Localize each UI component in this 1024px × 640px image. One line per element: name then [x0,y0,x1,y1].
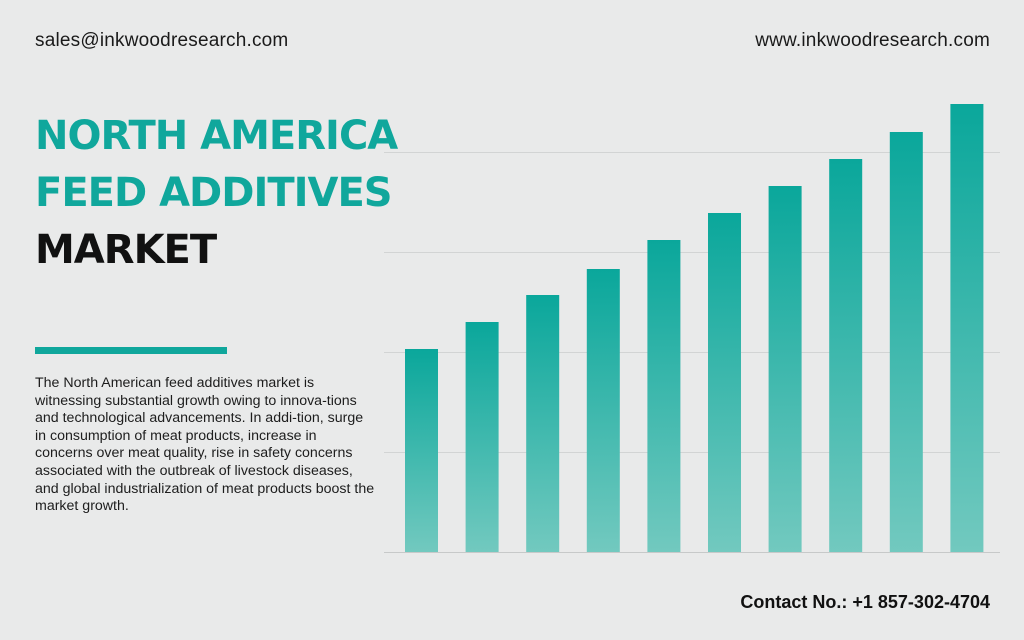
website-url[interactable]: www.inkwoodresearch.com [755,30,990,51]
title-line-2: FEED ADDITIVES [35,170,393,216]
market-description: The North American feed additives market… [35,375,375,515]
bar-6 [708,213,741,552]
chart-bars [405,104,984,552]
bar-10 [950,104,984,552]
bar-1 [405,349,438,552]
accent-divider [35,347,227,354]
title-line-3: MARKET [35,227,217,273]
bar-2 [465,322,499,552]
contact-number[interactable]: Contact No.: +1 857-302-4704 [740,592,990,612]
bar-4 [586,269,620,552]
bar-3 [526,295,560,552]
bar-9 [889,132,923,552]
bar-7 [768,186,802,552]
bar-5 [647,240,681,552]
sales-email[interactable]: sales@inkwoodresearch.com [35,30,289,51]
page-title: NORTH AMERICA FEED ADDITIVES MARKET [35,108,398,279]
title-line-1: NORTH AMERICA [35,113,398,159]
bar-8 [829,159,863,552]
